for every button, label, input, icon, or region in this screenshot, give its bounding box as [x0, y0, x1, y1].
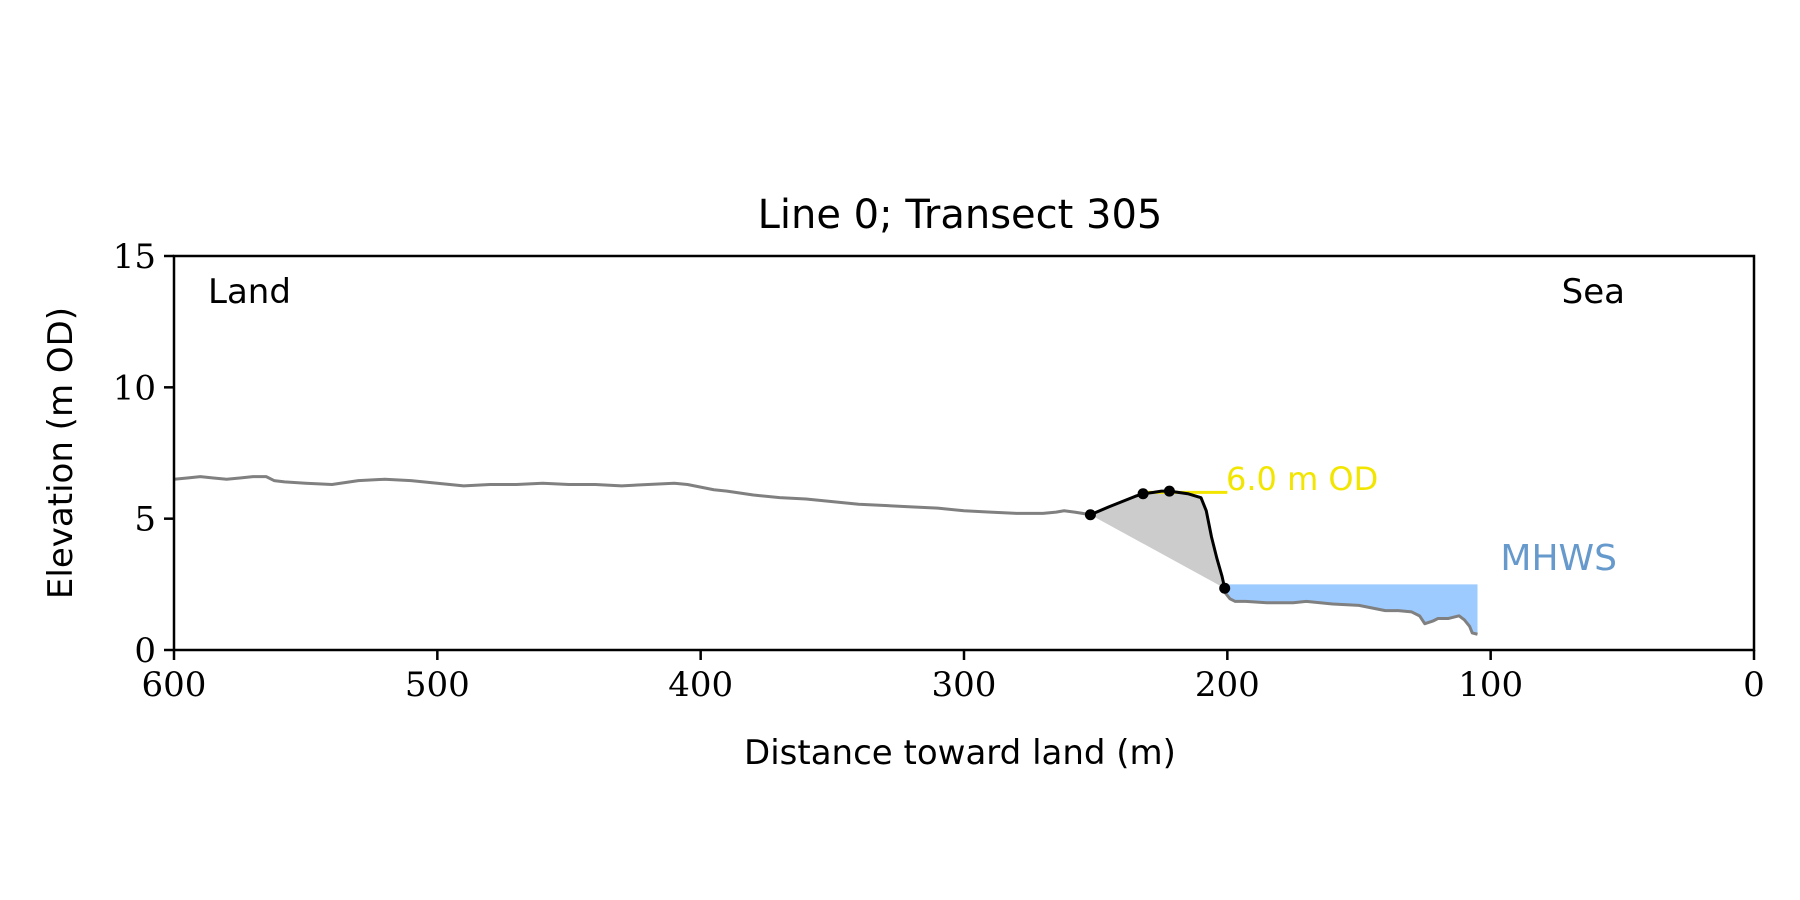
- feature-point: [1163, 485, 1175, 497]
- feature-fill-area: [1090, 491, 1225, 589]
- mhws-label: MHWS: [1500, 538, 1617, 579]
- feature-point: [1219, 582, 1231, 594]
- fill-layer: [1090, 491, 1478, 635]
- profile-line-1: [1223, 591, 1478, 636]
- x-tick-label: 400: [668, 665, 733, 705]
- feature-point: [1084, 509, 1096, 521]
- x-axis-label: Distance toward land (m): [744, 733, 1176, 773]
- plot-frame: [172, 254, 1756, 652]
- feature-point: [1137, 488, 1149, 500]
- chart-title: Line 0; Transect 305: [758, 192, 1163, 238]
- y-tick-label: 10: [113, 368, 156, 408]
- line-layer: [173, 475, 1478, 636]
- profile-line-0: [173, 475, 1091, 517]
- x-tick-label: 500: [405, 665, 470, 705]
- crest-label: 6.0 m OD: [1226, 460, 1378, 498]
- x-tick-label: 100: [1458, 665, 1523, 705]
- sea-label: Sea: [1562, 272, 1625, 312]
- mhws-water-area: [1224, 584, 1478, 635]
- y-tick-label: 5: [134, 500, 156, 540]
- land-label: Land: [208, 272, 291, 312]
- x-tick-label: 300: [932, 665, 997, 705]
- y-tick-label: 15: [113, 237, 156, 277]
- x-tick-label: 600: [142, 665, 207, 705]
- x-tick-label: 200: [1195, 665, 1260, 705]
- y-axis-label: Elevation (m OD): [41, 307, 81, 599]
- tick-layer: 600 500 400 300 200 100 0 0 5 10 15: [113, 237, 1765, 705]
- x-tick-label: 0: [1743, 665, 1765, 705]
- y-tick-label: 0: [134, 631, 156, 671]
